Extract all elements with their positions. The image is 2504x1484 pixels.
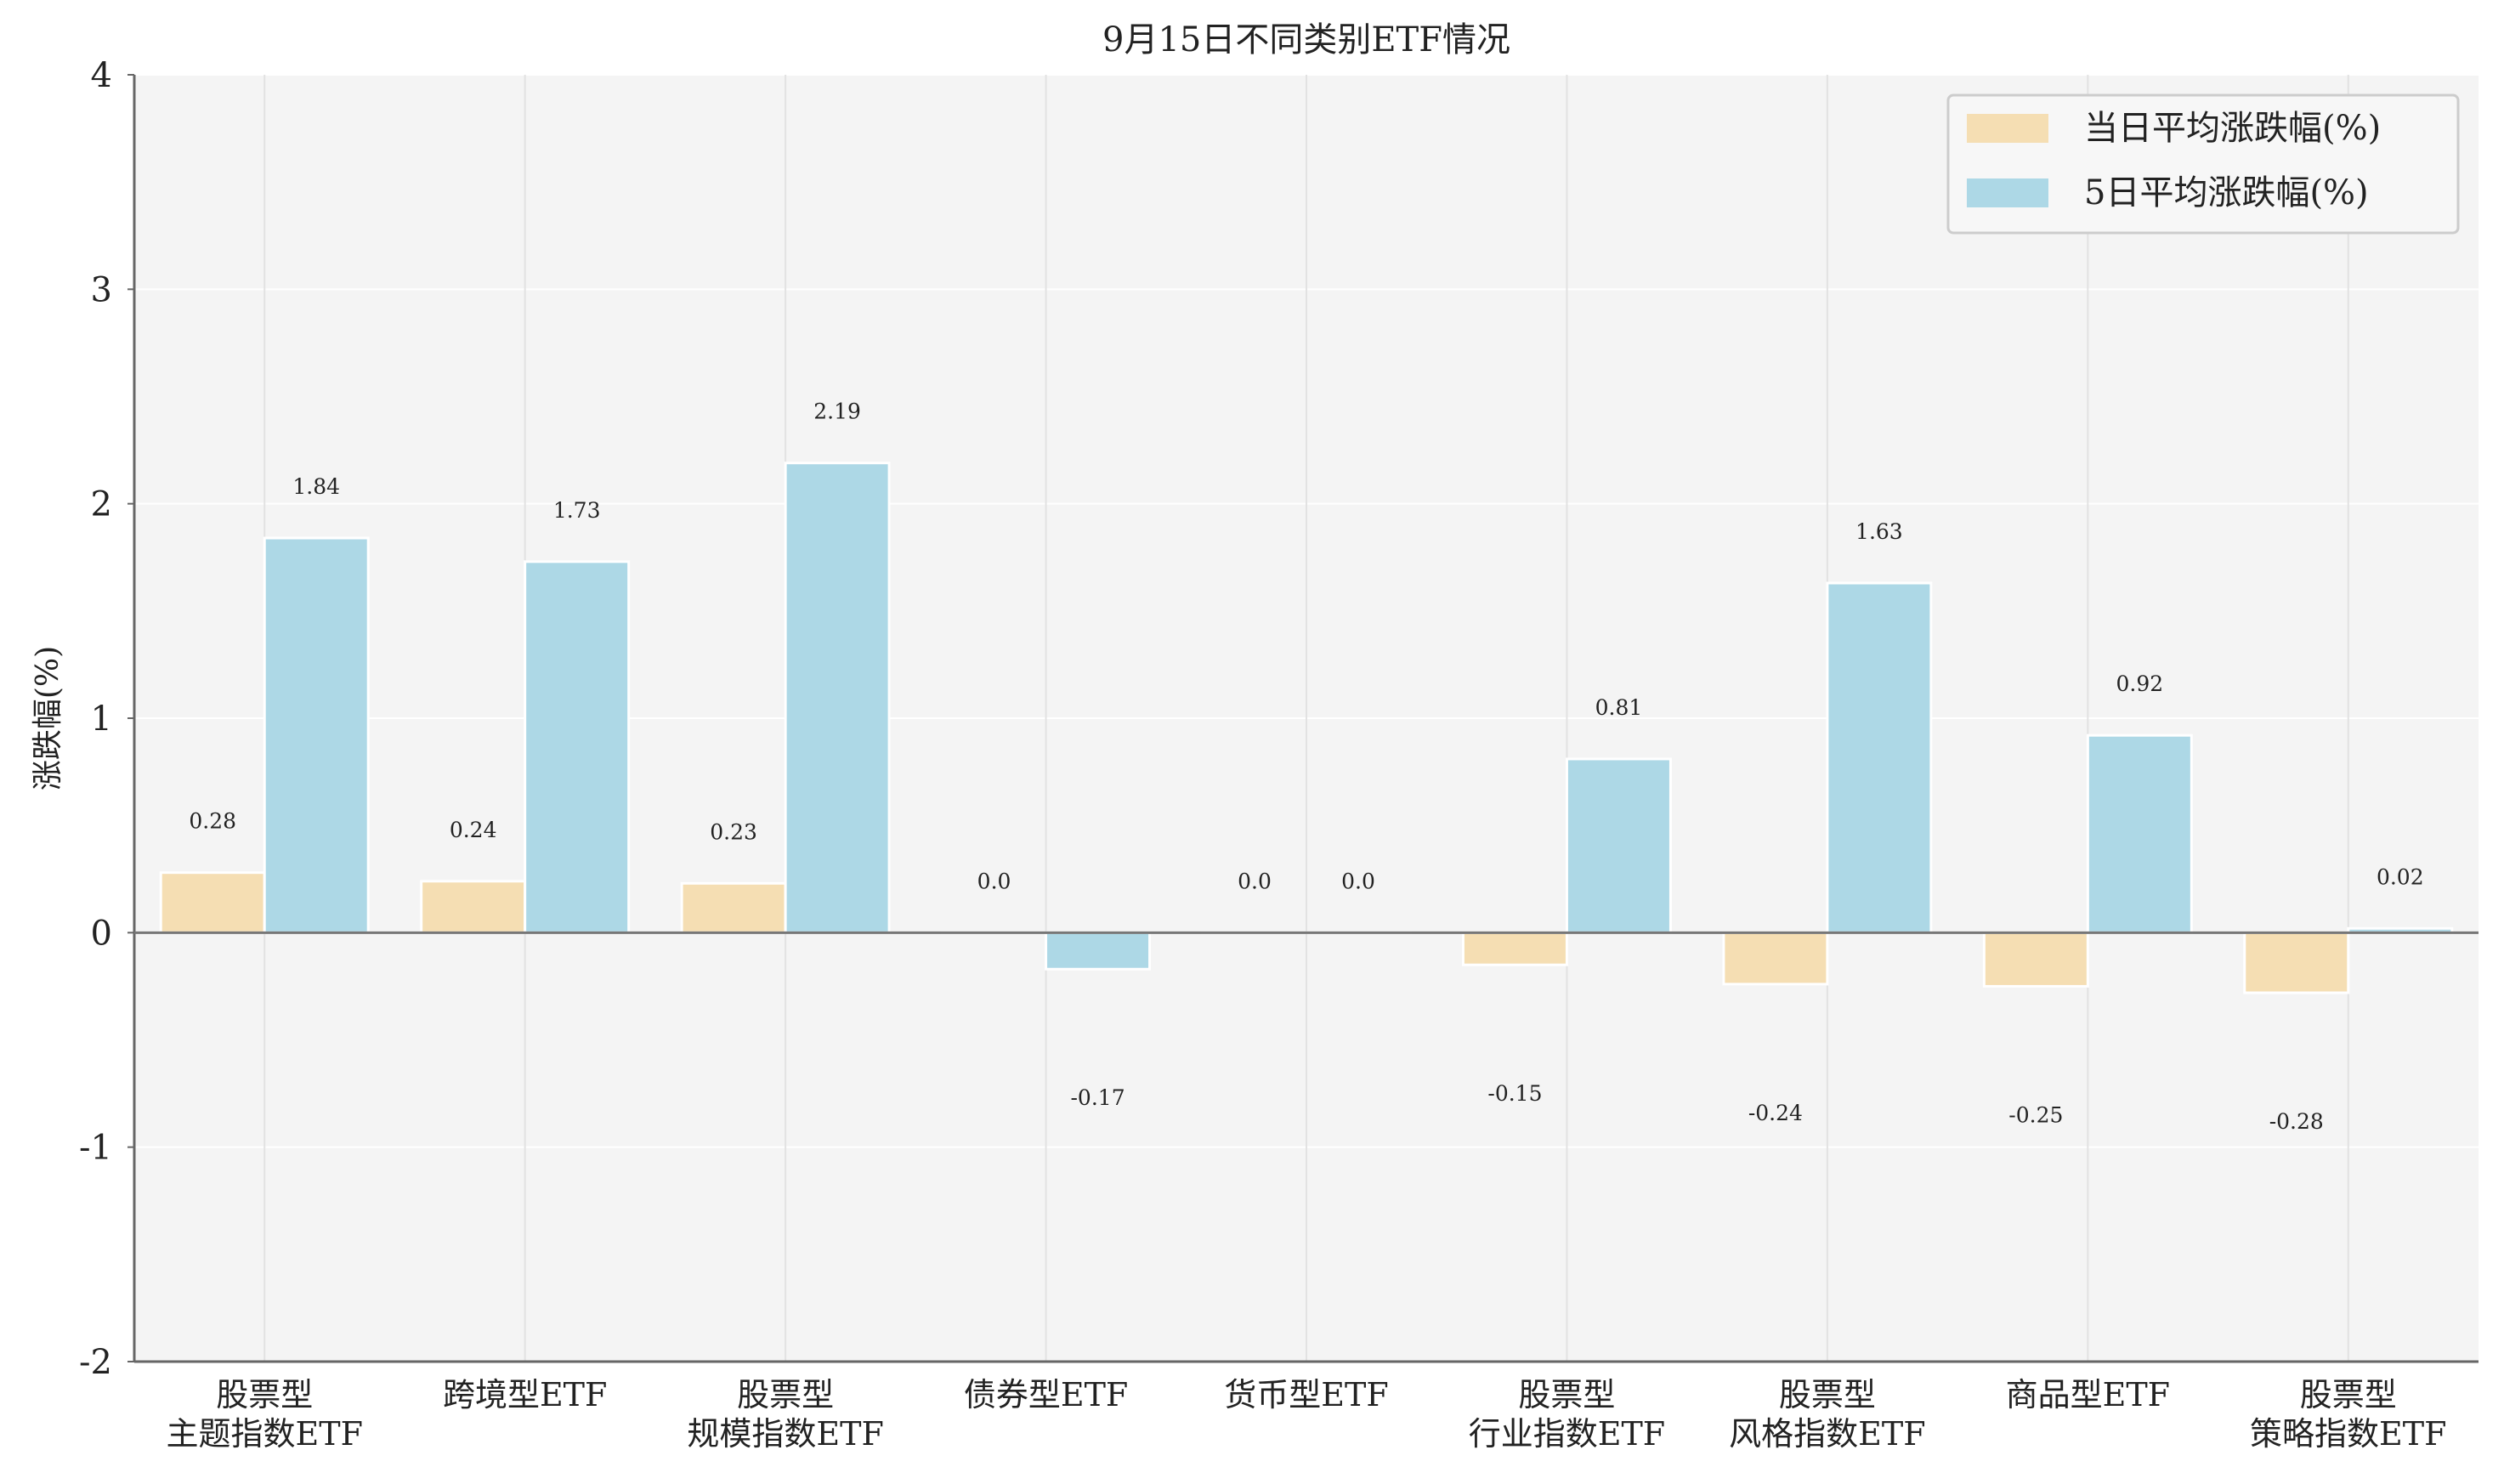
bar-value-label: 0.0 [977,869,1011,893]
bar-daily-1 [420,880,527,934]
bar-value-label: 1.84 [292,474,340,499]
x-tick-label: 股票型规模指数ETF [687,1376,883,1453]
chart-title: 9月15日不同类别ETF情况 [1102,20,1510,59]
bar-value-label: 0.92 [2116,671,2163,696]
bar-five-day-5 [1565,757,1672,934]
x-tick-label: 股票型行业指数ETF [1469,1376,1665,1453]
bar-value-label: 0.24 [450,818,497,842]
bar-value-label: -0.25 [2008,1102,2063,1127]
bar-value-label: 1.73 [553,498,601,523]
y-axis-label: 涨跌幅(%) [31,646,65,790]
bar-five-day-7 [2086,734,2193,934]
x-tick-label: 股票型策略指数ETF [2250,1376,2446,1453]
bar-value-label: 1.63 [1855,519,1903,544]
bar-value-labels: 0.28 0.24 0.23 0.0 0.0 -0.15 -0.24 -0.25 -0.28 1.… [189,399,2423,1134]
x-tick-label: 跨境型ETF [443,1376,607,1413]
y-tick-label: 4 [91,56,112,95]
legend-swatch [1967,178,2048,207]
x-tick-label: 债券型ETF [964,1376,1128,1413]
y-tick-label: 2 [91,485,112,524]
bar-value-label: 0.0 [1341,869,1375,893]
y-tick-label: -2 [79,1343,112,1382]
bar-value-label: 0.0 [1238,869,1272,893]
bar-daily-8 [2243,931,2350,994]
bar-value-label: -0.24 [1748,1101,1803,1125]
bar-daily-0 [159,871,266,934]
x-tick-labels: 股票型主题指数ETF 跨境型ETF 股票型规模指数ETF 债券型ETF 货币型ETF 股票… [166,1376,2446,1453]
y-tick-label: 0 [91,914,112,953]
bar-five-day-0 [263,536,370,934]
bar-value-label: 0.23 [710,819,757,844]
bar-value-label: 0.81 [1595,695,1643,720]
bar-five-day-3 [1045,931,1152,971]
bar-five-day-1 [524,560,631,934]
bar-daily-6 [1722,931,1829,986]
legend-box [1946,93,2460,235]
legend-swatch [1967,114,2048,143]
bar-value-label: 0.02 [2377,864,2424,889]
bar-daily-7 [1982,931,2089,988]
bar-five-day-2 [784,462,891,934]
bar-five-day-6 [1826,581,1933,934]
bar-value-label: -0.15 [1487,1081,1542,1106]
y-tick-label: 3 [91,270,112,309]
bar-value-label: 0.28 [189,809,236,834]
bar-value-label: -0.28 [2269,1109,2324,1134]
y-tick-labels: -2 -1 0 1 2 3 4 [79,56,134,1382]
x-tick-label: 股票型风格指数ETF [1729,1376,1925,1453]
y-tick-label: -1 [79,1129,112,1168]
bar-daily-5 [1461,931,1568,966]
legend-label: 5日平均涨跌幅(%) [2084,173,2369,212]
bar-daily-2 [680,881,787,934]
bars [159,462,2454,994]
legend-label: 当日平均涨跌幅(%) [2084,109,2381,148]
y-tick-label: 1 [91,700,112,739]
bar-value-label: 2.19 [813,399,861,424]
x-tick-label: 货币型ETF [1224,1376,1388,1413]
x-tick-label: 商品型ETF [2006,1376,2170,1413]
x-tick-label: 股票型主题指数ETF [166,1376,362,1453]
bar-value-label: -0.17 [1070,1085,1125,1110]
legend: 当日平均涨跌幅(%) 5日平均涨跌幅(%) [1946,93,2460,235]
